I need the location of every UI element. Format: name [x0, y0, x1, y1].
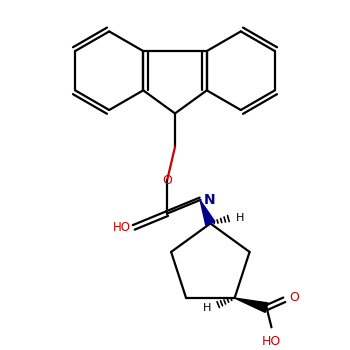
Text: HO: HO	[113, 221, 131, 234]
Text: H: H	[203, 303, 211, 313]
Text: N: N	[203, 193, 215, 207]
Polygon shape	[200, 200, 215, 225]
Text: H: H	[236, 212, 244, 223]
Text: O: O	[289, 291, 299, 304]
Text: O: O	[162, 174, 172, 187]
Text: HO: HO	[262, 335, 281, 348]
Polygon shape	[234, 298, 268, 312]
